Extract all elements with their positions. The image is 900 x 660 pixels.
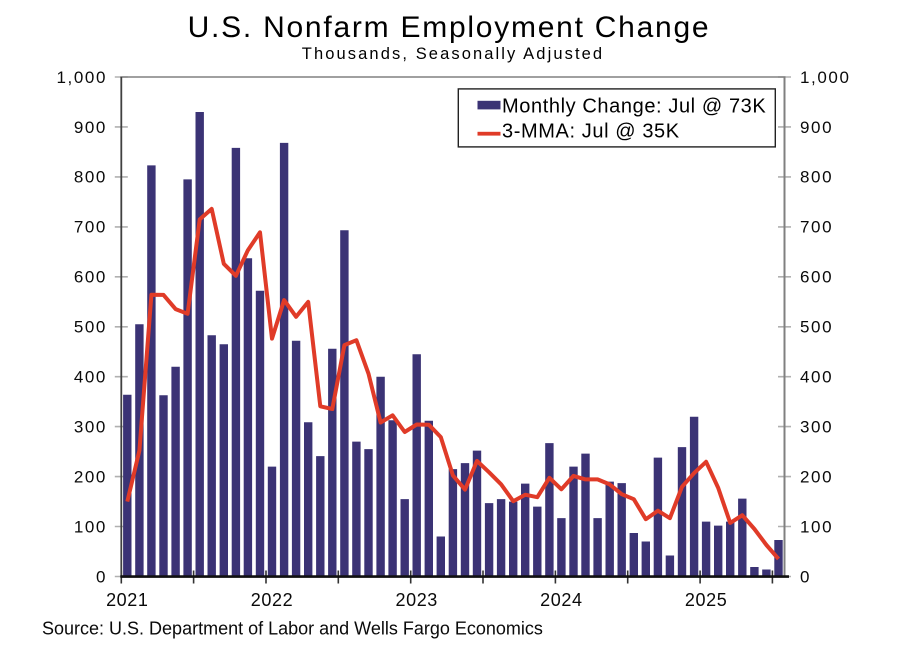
- svg-text:Thousands, Seasonally Adjusted: Thousands, Seasonally Adjusted: [302, 45, 604, 63]
- svg-text:800: 800: [800, 168, 833, 187]
- svg-text:2023: 2023: [395, 590, 437, 610]
- svg-text:700: 700: [74, 218, 107, 237]
- svg-text:0: 0: [800, 567, 811, 586]
- svg-text:0: 0: [96, 567, 107, 586]
- svg-text:2025: 2025: [685, 590, 727, 610]
- svg-text:600: 600: [74, 268, 107, 287]
- svg-text:100: 100: [800, 517, 833, 536]
- svg-text:800: 800: [74, 168, 107, 187]
- svg-text:900: 900: [800, 118, 833, 137]
- svg-text:Source: U.S. Department of Lab: Source: U.S. Department of Labor and Wel…: [42, 619, 543, 639]
- svg-text:U.S. Nonfarm Employment Change: U.S. Nonfarm Employment Change: [188, 11, 711, 44]
- svg-text:2024: 2024: [540, 590, 582, 610]
- svg-text:Monthly Change: Jul @ 73K: Monthly Change: Jul @ 73K: [502, 95, 766, 117]
- svg-text:500: 500: [800, 318, 833, 337]
- svg-text:200: 200: [74, 467, 107, 486]
- svg-text:500: 500: [74, 318, 107, 337]
- svg-text:300: 300: [74, 417, 107, 436]
- svg-text:400: 400: [800, 368, 833, 387]
- svg-text:600: 600: [800, 268, 833, 287]
- svg-text:700: 700: [800, 218, 833, 237]
- svg-text:3-MMA: Jul @ 35K: 3-MMA: Jul @ 35K: [502, 121, 680, 143]
- svg-text:2021: 2021: [106, 590, 148, 610]
- svg-text:1,000: 1,000: [56, 68, 107, 87]
- svg-text:2022: 2022: [251, 590, 293, 610]
- svg-text:400: 400: [74, 368, 107, 387]
- svg-text:900: 900: [74, 118, 107, 137]
- svg-text:1,000: 1,000: [800, 68, 851, 87]
- svg-text:100: 100: [74, 517, 107, 536]
- svg-text:300: 300: [800, 417, 833, 436]
- svg-text:200: 200: [800, 467, 833, 486]
